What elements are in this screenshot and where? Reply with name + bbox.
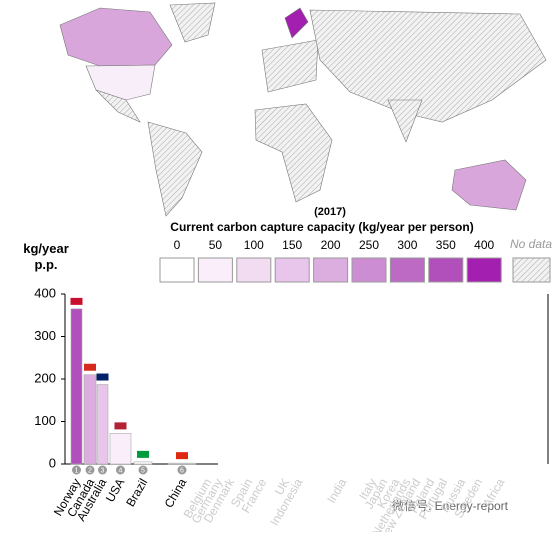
rank-badge <box>72 465 81 475</box>
legend-label: 0 <box>174 238 181 252</box>
legend-swatch <box>466 257 502 283</box>
bar <box>83 374 97 465</box>
rank-badge <box>116 465 125 475</box>
south-america <box>147 121 203 217</box>
greenland <box>169 2 216 43</box>
rank-label: 6 <box>180 467 184 474</box>
usa <box>85 64 156 101</box>
x-tick-label: India <box>324 476 349 506</box>
australia <box>451 159 527 211</box>
norway <box>284 7 309 39</box>
legend-label: 250 <box>359 238 379 252</box>
flag-icon <box>176 452 188 460</box>
legend-swatch <box>351 257 387 283</box>
flag-icon <box>114 422 127 430</box>
bar <box>109 433 132 465</box>
rank-badge <box>85 465 95 475</box>
y-tick-label: 400 <box>34 285 56 300</box>
legend-title: Current carbon capture capacity (kg/year… <box>170 220 473 234</box>
x-tick-label: Brazil <box>123 476 150 509</box>
rank-label: 1 <box>75 467 79 474</box>
europe <box>261 39 319 93</box>
no-data-swatch <box>512 257 551 283</box>
flag-icon <box>96 373 109 381</box>
world-map <box>59 2 547 217</box>
rank-badge <box>177 465 187 475</box>
central-america <box>95 89 141 123</box>
legend-label: 150 <box>282 238 302 252</box>
legend-label: 400 <box>474 238 494 252</box>
legend-label: 350 <box>436 238 456 252</box>
watermark: 微信号: Energy-report <box>392 499 509 513</box>
rank-label: 4 <box>119 467 123 474</box>
flag-icon <box>137 450 149 458</box>
no-data-label: No data <box>510 237 552 251</box>
bar <box>133 461 153 465</box>
legend-swatch <box>428 257 464 283</box>
legend-label: 300 <box>397 238 417 252</box>
legend-swatch <box>197 257 233 283</box>
legend-swatch <box>313 257 349 283</box>
legend-swatch <box>389 257 425 283</box>
flag-icon <box>84 363 96 371</box>
y-tick-label: 100 <box>34 413 56 428</box>
asia <box>309 9 547 123</box>
rank-label: 2 <box>88 467 92 474</box>
rank-label: 3 <box>101 467 105 474</box>
rank-label: 5 <box>141 467 145 474</box>
y-tick-label: 0 <box>49 455 56 470</box>
rank-badge <box>138 465 148 475</box>
bar <box>70 308 83 465</box>
africa <box>254 103 333 203</box>
y-axis-label: kg/year p.p. <box>23 241 69 272</box>
legend-label: 100 <box>244 238 264 252</box>
canada <box>59 7 173 67</box>
bar <box>167 462 197 465</box>
legend-swatch <box>274 257 310 283</box>
flag-icon <box>70 297 83 305</box>
legend-label: 50 <box>209 238 223 252</box>
legend-swatch <box>159 257 195 283</box>
y-tick-label: 300 <box>34 328 56 343</box>
y-tick-label: 200 <box>34 370 56 385</box>
legend-swatch <box>236 257 272 283</box>
legend-label: 200 <box>321 238 341 252</box>
map-year: (2017) <box>314 206 346 218</box>
rank-badge <box>98 465 107 475</box>
bar <box>96 384 109 465</box>
india <box>387 99 423 143</box>
